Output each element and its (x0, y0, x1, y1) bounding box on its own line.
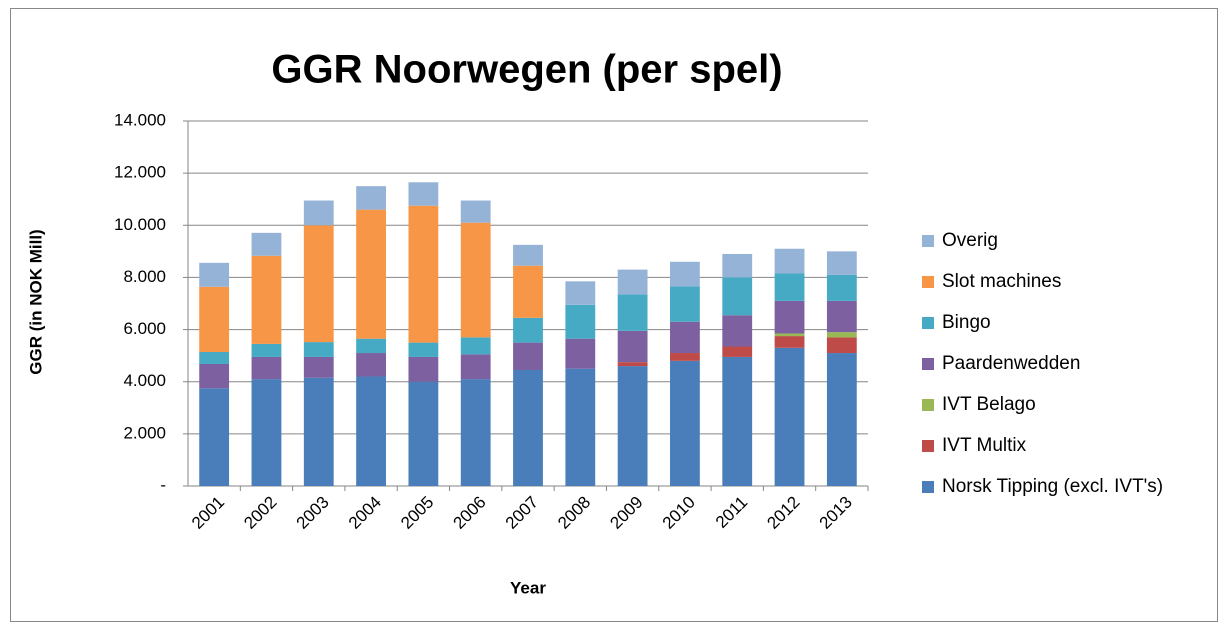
bar-segment (565, 281, 596, 305)
bar-segment (513, 317, 543, 343)
bar-segment (670, 286, 700, 322)
bar-segment (460, 337, 491, 355)
chart-title: GGR Noorwegen (per spel) (271, 48, 782, 92)
bar-segment (408, 356, 439, 382)
bar-segment (722, 356, 753, 486)
bar-segment (774, 273, 805, 301)
bar-segment (356, 209, 386, 339)
legend-label: Slot machines (942, 271, 1061, 292)
y-tick-label: 12.000 (114, 163, 166, 182)
bar-segment (826, 332, 857, 338)
legend-swatch (922, 317, 934, 329)
y-tick-label: 2.000 (123, 423, 166, 442)
bar-segment (617, 330, 648, 363)
legend-swatch (922, 276, 934, 288)
bar-segment (356, 353, 386, 377)
bar-segment (774, 347, 805, 486)
legend-label: Norsk Tipping (excl. IVT's) (942, 476, 1163, 497)
bar-segment (774, 333, 805, 337)
bar-segment (251, 379, 282, 486)
bar-segment (408, 205, 439, 343)
bar-segment (356, 338, 386, 354)
bar-segment (722, 315, 753, 347)
legend-label: IVT Multix (942, 435, 1027, 456)
bar-segment (565, 338, 596, 369)
legend-label: Bingo (942, 312, 991, 333)
bar-segment (774, 248, 805, 274)
bar-segment (513, 342, 543, 370)
bar-segment (826, 353, 857, 486)
bar-segment (722, 277, 753, 316)
bar-segment (617, 366, 648, 486)
y-axis-label: GGR (in NOK Mill) (26, 229, 45, 374)
bar-segment (356, 186, 386, 210)
y-tick-label: 8.000 (123, 267, 166, 286)
bar-segment (617, 294, 648, 331)
legend-swatch (922, 399, 934, 411)
y-tick-label: 14.000 (114, 110, 166, 129)
bar-segment (826, 274, 857, 301)
y-tick-label: 10.000 (114, 215, 166, 234)
bar-segment (513, 244, 543, 266)
bar-segment (565, 368, 596, 486)
bar-segment (670, 321, 700, 354)
bar-segment (774, 300, 805, 334)
bar-segment (303, 342, 334, 357)
legend-swatch (922, 481, 934, 493)
bar-segment (303, 200, 334, 226)
y-tick-label: 6.000 (123, 319, 166, 338)
bar-segment (826, 251, 857, 275)
legend-label: IVT Belago (942, 394, 1036, 415)
legend-swatch (922, 358, 934, 370)
bar-segment (199, 351, 230, 364)
legend-swatch (922, 440, 934, 452)
bar-segment (617, 362, 648, 367)
bar-segment (513, 265, 543, 318)
bar-segment (774, 336, 805, 348)
bar-segment (251, 343, 282, 357)
bar-segment (722, 253, 753, 278)
bar-segment (670, 353, 700, 361)
legend-label: Overig (942, 230, 998, 251)
bar-segment (199, 286, 230, 352)
bar-segment (251, 255, 282, 344)
bar-segment (199, 363, 230, 389)
bar-segment (251, 356, 282, 380)
y-tick-label: 4.000 (123, 371, 166, 390)
bar-segment (199, 388, 230, 486)
legend-swatch (922, 235, 934, 247)
bar-segment (460, 379, 491, 486)
bar-segment (408, 182, 439, 206)
bar-segment (356, 376, 386, 486)
bar-segment (251, 232, 282, 256)
bar-segment (408, 381, 439, 486)
bar-segment (513, 369, 543, 486)
bar-segment (303, 356, 334, 378)
bar-segment (199, 262, 230, 287)
bar-segment (303, 225, 334, 343)
legend-label: Paardenwedden (942, 353, 1080, 374)
bar-segment (722, 346, 753, 357)
bar-segment (670, 261, 700, 287)
bar-segment (826, 337, 857, 354)
bar-segment (565, 304, 596, 339)
bar-segment (617, 269, 648, 295)
bar-segment (670, 360, 700, 486)
bar-segment (460, 354, 491, 380)
bar-segment (460, 222, 491, 338)
bar-segment (826, 300, 857, 333)
x-axis-label: Year (510, 578, 546, 597)
bar-segment (460, 200, 491, 223)
y-tick-label: - (160, 475, 166, 494)
bar-segment (408, 342, 439, 357)
bar-segment (303, 377, 334, 486)
chart-border (10, 8, 1218, 622)
